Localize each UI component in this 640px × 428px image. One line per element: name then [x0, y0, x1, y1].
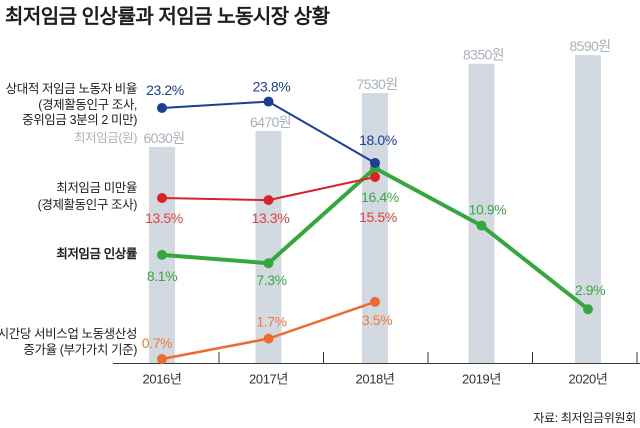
below-min-rate-point [157, 193, 167, 203]
min-wage-bar-label: 8590원 [569, 38, 610, 54]
legend-min-wage-unit-text: 최저임금(원) [73, 131, 137, 145]
low-wage-ratio-point [157, 102, 167, 113]
low-wage-ratio-data-label: 18.0% [359, 132, 397, 148]
min-wage-increase-data-label: 10.9% [469, 202, 507, 218]
low-wage-ratio-series [157, 96, 380, 168]
legend-min-wage-increase: 최저임금 인상률 [56, 247, 137, 263]
min-wage-increase-data-label: 2.9% [575, 282, 605, 298]
min-wage-increase-point [263, 258, 274, 269]
productivity-point [263, 333, 274, 344]
legend-productivity: 시간당 서비스업 노동생산성 증가율 (부가가치 기준) [0, 326, 137, 358]
min-wage-bar [575, 55, 601, 364]
legend-productivity-line-2: 증가율 (부가가치 기준) [23, 343, 137, 357]
chart-title: 최저임금 인상률과 저임금 노동시장 상황 [5, 6, 330, 28]
min-wage-increase-data-label: 8.1% [147, 268, 177, 284]
min-wage-bar-label: 6470원 [250, 114, 291, 130]
legend-min-wage-unit: 최저임금(원) [74, 131, 137, 147]
productivity-data-label: 0.7% [142, 335, 172, 351]
legend-low-wage-ratio-line-3: 중위임금 3분의 2 미만) [22, 113, 137, 127]
min-wage-bar-label: 8350원 [463, 47, 504, 63]
low-wage-ratio-point [263, 96, 274, 107]
min-wage-increase-data-label: 7.3% [256, 272, 286, 288]
productivity-data-label: 1.7% [256, 314, 286, 330]
legend-low-wage-ratio: 상대적 저임금 노동자 비율 (경제활동인구 조사, 중위임금 3분의 2 미만… [5, 82, 138, 129]
x-tick-label: 2016년 [143, 372, 182, 387]
productivity-point [157, 354, 167, 365]
x-tick-label: 2017년 [249, 372, 288, 387]
low-wage-ratio-data-label: 23.8% [253, 79, 291, 95]
below-min-rate-series [157, 172, 380, 206]
low-wage-ratio-data-label: 23.2% [146, 82, 184, 98]
min-wage-bar [255, 131, 282, 363]
legend-low-wage-ratio-line-2: (경제활동인구 조사, [38, 97, 137, 112]
min-wage-increase-point [476, 220, 487, 231]
legend-below-min-rate: 최저임금 미만율 (경제활동인구 조사) [37, 180, 138, 213]
below-min-rate-data-label: 13.3% [252, 210, 290, 226]
below-min-rate-data-label: 15.5% [359, 209, 397, 225]
x-tick-label: 2019년 [462, 372, 501, 387]
legend-productivity-line-1: 시간당 서비스업 노동생산성 [0, 327, 137, 341]
productivity-point [370, 296, 380, 307]
legend-below-min-rate-line-1: 최저임금 미만율 [56, 181, 137, 195]
productivity-data-label: 3.5% [362, 312, 392, 328]
legend-low-wage-ratio-line-1: 상대적 저임금 노동자 비율 [5, 82, 138, 96]
source-note: 자료: 최저임금위원회 [533, 411, 636, 425]
below-min-rate-point [370, 172, 380, 182]
min-wage-increase-point [157, 249, 167, 260]
x-tick-label: 2018년 [356, 372, 395, 387]
min-wage-increase-point [583, 304, 593, 315]
min-wage-bars: 6030원 6470원 7530원 8350원 8590원 [143, 38, 611, 364]
min-wage-bar-label: 6030원 [143, 130, 184, 146]
min-wage-increase-data-label: 16.4% [361, 189, 399, 205]
below-min-rate-point [263, 195, 274, 206]
min-wage-bar [468, 63, 495, 363]
min-wage-bar-label: 7530원 [356, 76, 397, 92]
x-axis: 2016년 2017년 2018년 2019년 2020년 [113, 352, 640, 387]
x-tick-label: 2020년 [569, 372, 608, 387]
below-min-rate-data-label: 13.5% [145, 210, 183, 226]
min-wage-bar [362, 93, 388, 363]
low-wage-ratio-point [370, 157, 380, 168]
productivity-series [157, 296, 380, 365]
legend-min-wage-increase-text: 최저임금 인상률 [56, 247, 137, 261]
data-labels: 8.1% 7.3% 16.4% 10.9% 2.9% 23.2% 23.8% 18.0% 13.… [142, 79, 606, 351]
legend-below-min-rate-line-2: (경제활동인구 조사) [37, 197, 138, 212]
